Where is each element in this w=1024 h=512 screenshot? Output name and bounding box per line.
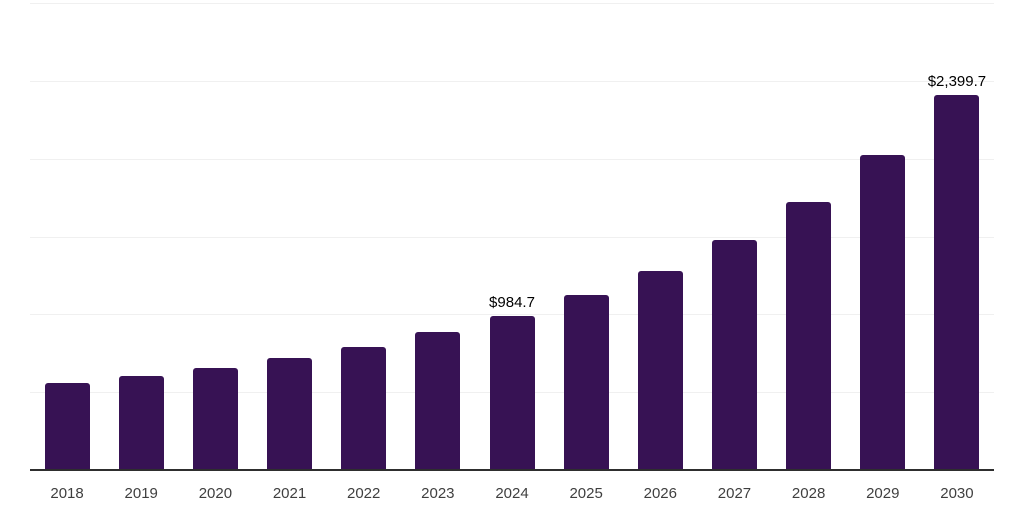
bar-2022[interactable] (341, 346, 387, 469)
x-tick-2029: 2029 (866, 485, 900, 502)
x-tick-2020: 2020 (198, 485, 233, 502)
bar-2025[interactable] (563, 294, 609, 469)
bar-2027[interactable] (711, 240, 757, 469)
x-tick-2019: 2019 (124, 485, 158, 502)
x-tick-2024: 2024 (495, 485, 529, 502)
x-tick-2022: 2022 (347, 485, 381, 502)
x-tick-2023: 2023 (421, 485, 455, 502)
data-label-2024: $984.7 (489, 293, 535, 311)
x-tick-2027: 2027 (717, 485, 752, 502)
gridline-2000 (30, 158, 994, 160)
bar-2024[interactable] (489, 315, 535, 469)
x-tick-2018: 2018 (50, 485, 84, 502)
bar-2026[interactable] (637, 270, 683, 469)
x-tick-2021: 2021 (272, 485, 307, 502)
bar-2023[interactable] (415, 332, 461, 469)
gridline-2500 (30, 80, 994, 82)
bar-2020[interactable] (192, 367, 238, 469)
data-label-2030: $2,399.7 (927, 73, 987, 91)
bar-2019[interactable] (118, 375, 164, 469)
plot-area: $984.7 $2,399.7 (30, 3, 994, 471)
bar-2029[interactable] (860, 154, 906, 469)
x-tick-2028: 2028 (791, 485, 826, 502)
x-tick-2025: 2025 (569, 485, 603, 502)
bar-2028[interactable] (786, 202, 832, 469)
gridline-3000 (30, 3, 994, 4)
bar-2021[interactable] (267, 357, 313, 469)
x-axis-line (30, 469, 994, 471)
x-tick-2026: 2026 (643, 485, 677, 502)
gridline-1000 (30, 314, 994, 316)
bar-2030[interactable] (934, 95, 980, 469)
bar-2018[interactable] (44, 383, 90, 469)
x-tick-2030: 2030 (940, 485, 974, 502)
gridline-1500 (30, 236, 994, 238)
